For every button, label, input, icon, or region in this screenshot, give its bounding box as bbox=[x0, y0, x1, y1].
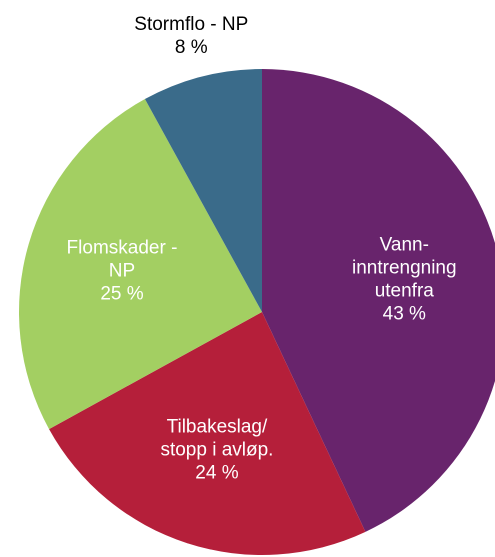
slice-label: Tilbakeslag/stopp i avløp. bbox=[160, 417, 273, 461]
label-line: utenfra bbox=[375, 281, 435, 302]
label-line: Stormflo - NP bbox=[134, 14, 248, 35]
value-label: 43 % bbox=[383, 304, 426, 325]
value-label: 8 % bbox=[175, 37, 208, 58]
pie-slice bbox=[262, 69, 495, 532]
value-label: 25 % bbox=[100, 283, 143, 304]
label-line: inntrengning bbox=[352, 258, 457, 279]
label-line: NP bbox=[109, 260, 135, 281]
slice-label: Vann-inntrengning utenfra bbox=[352, 235, 457, 302]
pie-slice bbox=[19, 99, 263, 430]
label-line: Vann- bbox=[380, 235, 429, 256]
label-line: Tilbakeslag/ bbox=[167, 417, 268, 438]
slice-label: Flomskader -NP bbox=[67, 237, 178, 281]
label-line: stopp i avløp. bbox=[160, 440, 273, 461]
pie-slice bbox=[49, 312, 366, 555]
value-label: 24 % bbox=[195, 463, 238, 484]
pie-slice bbox=[144, 69, 262, 312]
label-line: Flomskader - bbox=[67, 237, 178, 258]
slice-label: Stormflo - NP bbox=[134, 14, 248, 35]
